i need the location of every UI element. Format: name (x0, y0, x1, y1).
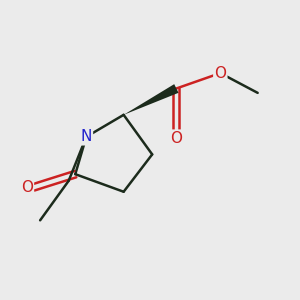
Text: N: N (81, 129, 92, 144)
Text: O: O (214, 66, 226, 81)
Text: O: O (170, 130, 182, 146)
Polygon shape (124, 84, 178, 115)
Text: O: O (21, 180, 33, 195)
